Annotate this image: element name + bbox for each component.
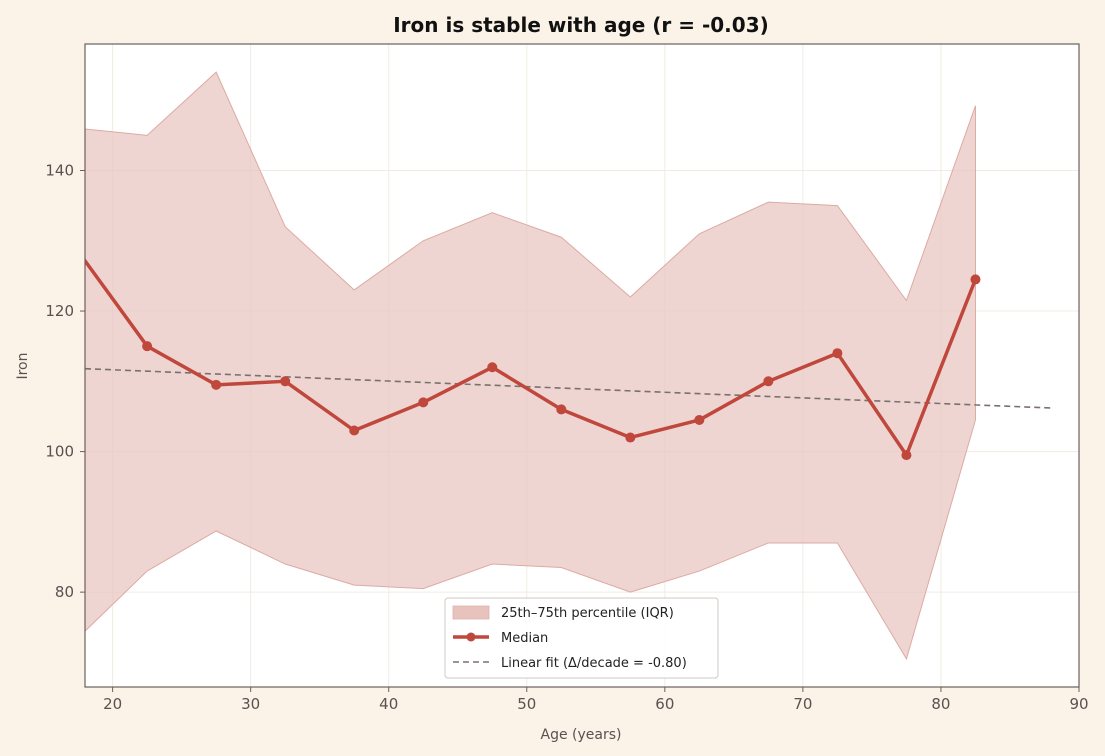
fit-layer: [85, 367, 1052, 409]
x-tick-label: 30: [241, 695, 260, 713]
median-point: [211, 379, 222, 390]
band-layer: [85, 71, 976, 661]
plot-frame: [84, 43, 1080, 688]
median-point: [73, 246, 83, 256]
x-tick-label: 40: [379, 695, 398, 713]
median-point: [625, 432, 636, 443]
median-point: [763, 376, 774, 387]
y-tick-label: 120: [45, 302, 74, 320]
iqr-band: [85, 71, 976, 661]
median-line: [85, 257, 978, 457]
legend: 25th–75th percentile (IQR) Median Linear…: [444, 597, 719, 679]
x-tick-label: 80: [931, 695, 950, 713]
legend-swatch-iqr: [452, 605, 490, 620]
median-point: [556, 404, 567, 415]
x-tick-label: 20: [103, 695, 122, 713]
x-tick-label: 70: [793, 695, 812, 713]
linear-fit-line: [85, 367, 1052, 409]
x-axis-label: Age (years): [541, 727, 622, 743]
legend-label-median: Median: [501, 631, 548, 646]
median-point: [970, 274, 981, 285]
median-point: [901, 450, 912, 461]
legend-label-fit: Linear fit (Δ/decade = -0.80): [501, 656, 687, 671]
median-point: [832, 348, 843, 359]
median-point: [142, 341, 153, 352]
median-point: [349, 425, 360, 436]
median-point: [280, 376, 291, 387]
legend-swatch-median-marker: [466, 632, 476, 642]
median-point: [418, 397, 429, 408]
legend-label-iqr: 25th–75th percentile (IQR): [501, 606, 674, 621]
y-axis: 80 100 120 140: [45, 161, 85, 601]
median-point: [694, 414, 705, 425]
x-tick-label: 50: [517, 695, 536, 713]
median-layer: [73, 246, 981, 461]
y-tick-label: 100: [45, 443, 74, 461]
x-tick-label: 60: [655, 695, 674, 713]
y-tick-label: 80: [55, 583, 74, 601]
chart-title: Iron is stable with age (r = -0.03): [393, 13, 769, 37]
legend-box: [444, 597, 719, 679]
x-axis: 20 30 40 50 60 70 80 90: [103, 687, 1089, 713]
y-tick-label: 140: [45, 161, 74, 179]
median-point: [487, 362, 498, 373]
x-tick-label: 90: [1069, 695, 1088, 713]
y-axis-label: Iron: [15, 352, 31, 379]
